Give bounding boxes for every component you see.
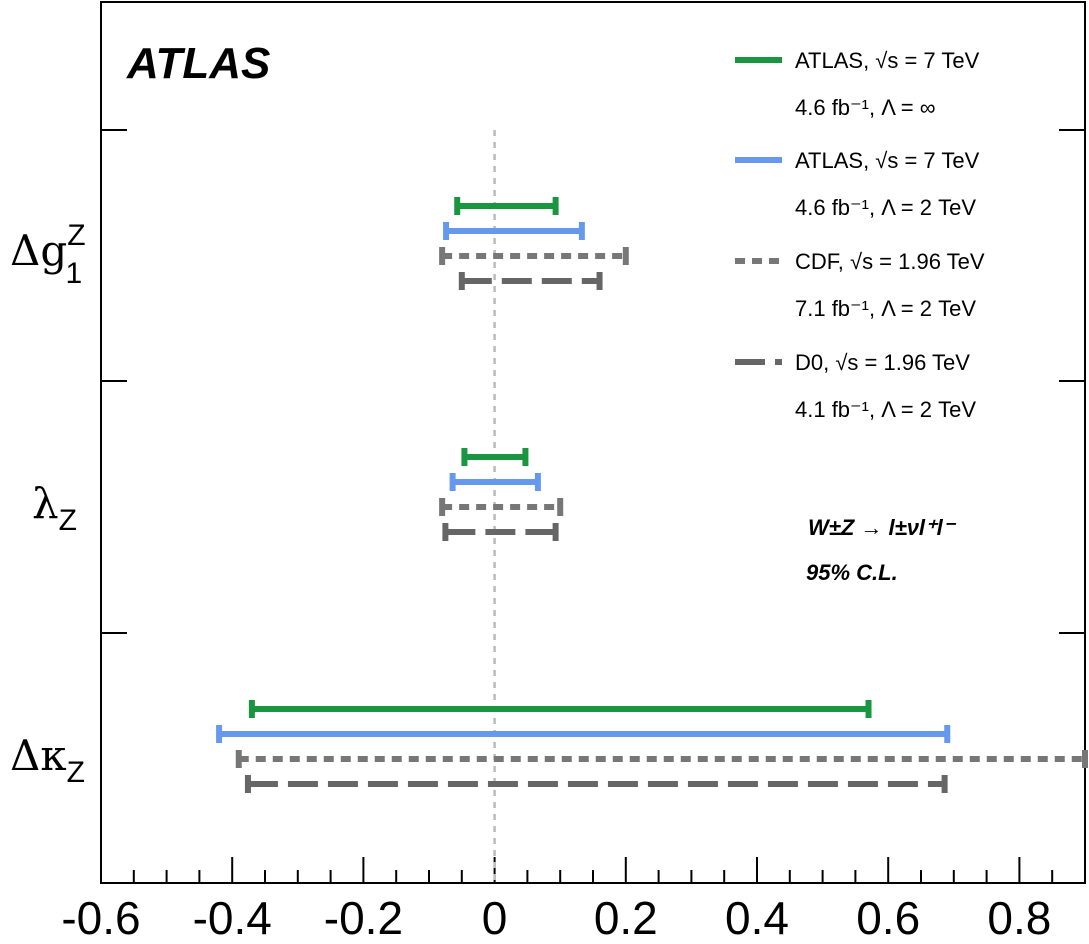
x-tick-label: -0.2 bbox=[324, 892, 403, 944]
x-tick-label: 0 bbox=[482, 892, 508, 944]
x-tick-label: 0.8 bbox=[987, 892, 1051, 944]
param-label-lz: λZ bbox=[32, 479, 77, 537]
axis-ticks bbox=[101, 129, 1085, 883]
parameter-labels: ΔgZ 1 λZ ΔκZ bbox=[10, 219, 86, 789]
legend-entry-line2: 4.6 fb⁻¹, Λ = ∞ bbox=[795, 95, 935, 120]
legend-entry-line1: ATLAS, √s = 7 TeV bbox=[795, 148, 980, 173]
legend: ATLAS, √s = 7 TeV 4.6 fb⁻¹, Λ = ∞ ATLAS, √… bbox=[735, 48, 985, 422]
x-tick-label: 0.4 bbox=[725, 892, 789, 944]
interval-dg1z-series-2 bbox=[439, 247, 629, 265]
x-tick-label: -0.6 bbox=[61, 892, 140, 944]
interval-lz-series-1 bbox=[449, 473, 541, 491]
atlas-brand: ATLAS bbox=[126, 39, 270, 88]
legend-entry-line2: 4.6 fb⁻¹, Λ = 2 TeV bbox=[795, 195, 976, 220]
legend-entry-line2: 4.1 fb⁻¹, Λ = 2 TeV bbox=[795, 397, 976, 422]
interval-lz-series-2 bbox=[439, 498, 564, 516]
interval-dg1z-series-3 bbox=[458, 272, 603, 290]
x-tick-label: 0.6 bbox=[856, 892, 920, 944]
confidence-level-annotation: 95% C.L. bbox=[806, 560, 898, 585]
interval-bars bbox=[216, 197, 1088, 793]
x-tick-labels: -0.6 -0.4 -0.2 0 0.2 0.4 0.6 0.8 bbox=[61, 892, 1051, 944]
legend-entry-line1: ATLAS, √s = 7 TeV bbox=[795, 48, 980, 73]
interval-dg1z-series-0 bbox=[454, 197, 559, 215]
x-tick-label: 0.2 bbox=[594, 892, 658, 944]
param-label-dg1z: ΔgZ 1 bbox=[10, 219, 86, 290]
interval-dkz-series-2 bbox=[235, 750, 1088, 768]
interval-dkz-series-1 bbox=[216, 725, 951, 743]
interval-dg1z-series-1 bbox=[443, 222, 585, 240]
interval-lz-series-3 bbox=[442, 523, 559, 541]
x-tick-label: -0.4 bbox=[193, 892, 272, 944]
legend-entry-line1: D0, √s = 1.96 TeV bbox=[795, 350, 970, 375]
process-annotation: W±Z → l±νl⁺l⁻ bbox=[808, 515, 957, 540]
interval-dkz-series-3 bbox=[244, 775, 948, 793]
param-label-dkz: ΔκZ bbox=[10, 731, 85, 789]
legend-entry-line2: 7.1 fb⁻¹, Λ = 2 TeV bbox=[795, 296, 976, 321]
legend-entry-line1: CDF, √s = 1.96 TeV bbox=[795, 249, 985, 274]
plot-frame bbox=[100, 1, 1086, 884]
interval-lz-series-0 bbox=[461, 448, 529, 466]
interval-dkz-series-0 bbox=[248, 700, 872, 718]
